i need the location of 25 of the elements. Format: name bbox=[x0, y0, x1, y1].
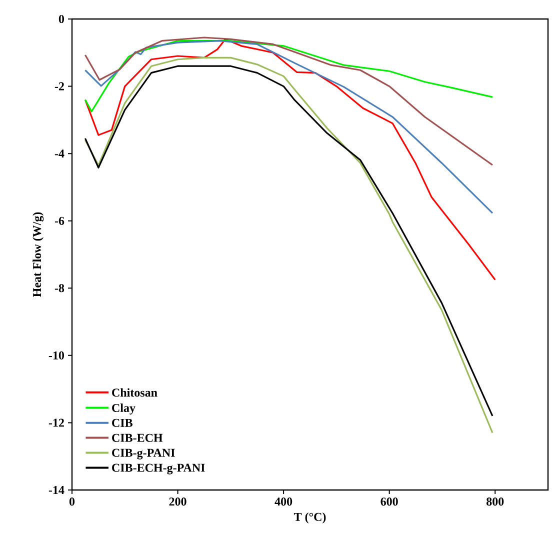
y-axis-title: Heat Flow (W/g) bbox=[32, 212, 44, 297]
y-tick-label: -10 bbox=[48, 351, 64, 360]
legend-label: Chitosan bbox=[112, 388, 158, 397]
legend-label: CIB-ECH-g-PANI bbox=[112, 464, 205, 474]
legend-label: Clay bbox=[112, 404, 136, 414]
x-tick-label: 800 bbox=[486, 498, 504, 506]
legend-label: CIB-g-PANI bbox=[112, 448, 175, 460]
y-tick-label: -4 bbox=[54, 150, 64, 158]
line-series bbox=[84, 38, 496, 281]
y-tick-label: -6 bbox=[54, 216, 64, 225]
line-series bbox=[84, 36, 494, 166]
x-tick-label: 400 bbox=[274, 498, 292, 506]
x-tick-label: 200 bbox=[169, 498, 186, 506]
x-axis-title: T (°C) bbox=[294, 512, 326, 524]
legend-label: CIB-ECH bbox=[112, 434, 163, 442]
line-series bbox=[84, 40, 494, 214]
y-tick-label: -14 bbox=[48, 486, 64, 494]
y-tick-label: 0 bbox=[58, 14, 64, 24]
y-tick-label: -8 bbox=[54, 284, 64, 292]
y-tick-label: -2 bbox=[54, 82, 64, 90]
x-tick-label: 0 bbox=[69, 498, 75, 506]
legend-label: CIB bbox=[112, 418, 132, 427]
x-tick-label: 600 bbox=[380, 498, 398, 506]
line-series bbox=[84, 40, 494, 112]
y-tick-label: -12 bbox=[48, 418, 64, 427]
